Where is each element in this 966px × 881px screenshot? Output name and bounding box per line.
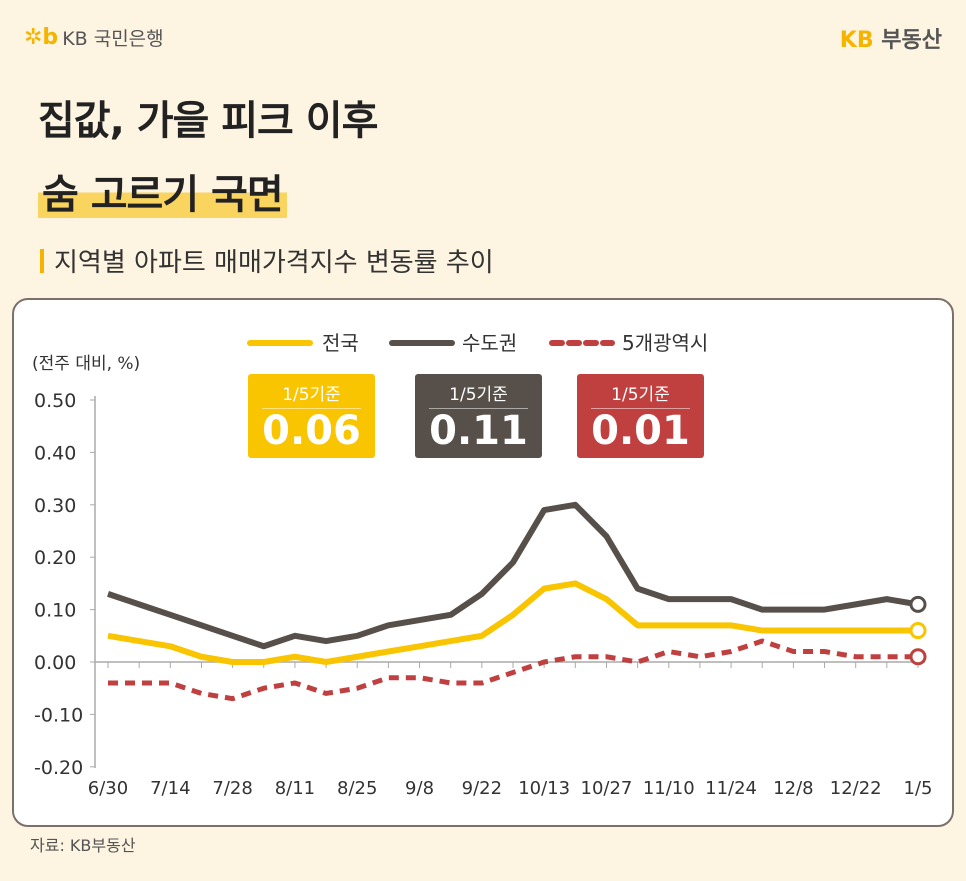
legend-label: 5개광역시	[622, 331, 708, 355]
end-marker	[909, 648, 927, 666]
title-line1: 집값, 가을 피크 이후	[38, 98, 378, 144]
badge-value: 0.01	[591, 408, 690, 454]
bank-logo-text: KB 국민은행	[62, 28, 164, 50]
x-tick-label: 1/5	[904, 778, 933, 799]
badge-metro: 1/5기준 0.01	[577, 374, 704, 458]
subtitle-text: 지역별 아파트 매매가격지수 변동률 추이	[54, 248, 494, 278]
x-tick-label: 12/22	[830, 778, 882, 799]
x-tick-label: 9/22	[462, 778, 502, 799]
series-line-2	[108, 638, 918, 702]
y-tick-label: 0.50	[34, 390, 76, 412]
title-line2: 숨 고르기 국면	[38, 162, 287, 220]
badge-label: 1/5기준	[262, 380, 361, 409]
title-line2-text: 숨 고르기 국면	[38, 172, 287, 218]
series-line-0	[107, 580, 918, 665]
x-tick-label: 8/11	[275, 778, 315, 799]
badge-label: 1/5기준	[429, 380, 528, 409]
end-marker	[909, 595, 927, 613]
badge-value: 0.11	[429, 408, 528, 454]
y-tick-label: 0.30	[34, 495, 76, 517]
x-tick-label: 10/27	[581, 778, 633, 799]
y-axis-label: (전주 대비, %)	[32, 354, 140, 374]
x-tick-label: 10/13	[518, 778, 570, 799]
chart-subtitle: 지역별 아파트 매매가격지수 변동률 추이	[40, 242, 494, 279]
legend-label: 수도권	[462, 331, 517, 355]
y-tick-label: -0.20	[34, 757, 83, 779]
legend-label: 전국	[322, 331, 359, 355]
x-tick-label: 12/8	[773, 778, 813, 799]
x-tick-label: 8/25	[337, 778, 377, 799]
y-tick-label: -0.10	[34, 704, 83, 726]
kb-real-estate-logo: KB 부동산	[840, 22, 942, 54]
end-marker	[909, 622, 927, 640]
y-tick-label: 0.00	[34, 652, 76, 674]
y-tick-label: 0.20	[34, 547, 76, 569]
badge-label: 1/5기준	[591, 380, 690, 409]
badge-value: 0.06	[262, 408, 361, 454]
source-note: 자료: KB부동산	[30, 836, 136, 855]
logo-text: 부동산	[881, 28, 942, 53]
y-tick-label: 0.40	[34, 442, 76, 464]
x-tick-label: 9/8	[405, 778, 434, 799]
y-tick-label: 0.10	[34, 600, 76, 622]
badge-capital: 1/5기준 0.11	[415, 374, 542, 458]
subtitle-bar	[40, 248, 44, 273]
x-tick-label: 7/14	[150, 778, 190, 799]
series-line-1	[107, 501, 919, 650]
badge-national: 1/5기준 0.06	[248, 374, 375, 458]
kb-kookmin-bank-logo: ✲b KB 국민은행	[24, 24, 164, 51]
kb-star-icon: ✲b	[24, 25, 59, 50]
x-tick-label: 11/10	[643, 778, 695, 799]
x-tick-label: 7/28	[212, 778, 252, 799]
x-tick-label: 6/30	[88, 778, 128, 799]
logo-kb: KB	[839, 28, 874, 53]
x-tick-label: 11/24	[705, 778, 757, 799]
